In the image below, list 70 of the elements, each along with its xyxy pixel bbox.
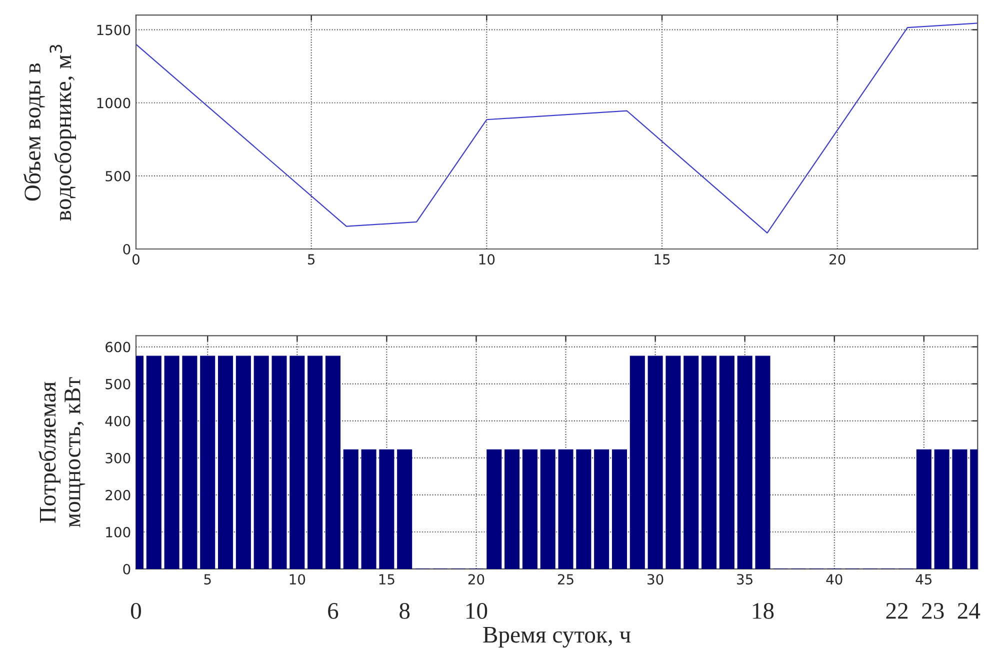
- x-tick-label: 20: [468, 574, 484, 585]
- y-axis-title: Потребляемая мощность, кВт: [38, 377, 86, 528]
- bar: [504, 449, 520, 569]
- bar: [558, 449, 574, 569]
- bar: [702, 356, 717, 569]
- bar: [952, 449, 968, 569]
- y-tick-label: 500: [106, 378, 130, 390]
- annotation: 8: [400, 602, 410, 619]
- x-tick-label: 5: [308, 254, 315, 265]
- y-tick-label: 1000: [97, 98, 130, 108]
- y-tick-label: 600: [106, 342, 130, 352]
- x-tick-label: 35: [737, 574, 752, 585]
- bar: [361, 449, 376, 569]
- bar: [755, 356, 770, 569]
- y-tick-label: 500: [106, 170, 130, 182]
- bar: [486, 449, 502, 569]
- bar: [934, 449, 950, 569]
- bar: [379, 449, 394, 569]
- bar: [236, 356, 251, 569]
- bar: [666, 356, 681, 569]
- bar: [522, 449, 538, 569]
- bar: [737, 356, 752, 569]
- x-tick-label: 0: [132, 254, 140, 265]
- bar: [200, 356, 216, 569]
- x-axis-title: Время суток, ч: [483, 627, 631, 648]
- bar: [612, 449, 627, 569]
- bar: [272, 356, 287, 569]
- bar: [325, 356, 340, 569]
- bar: [719, 356, 734, 569]
- annotation: 6: [328, 603, 338, 619]
- bar: [343, 449, 358, 569]
- bar: [576, 449, 592, 569]
- x-tick-label: 45: [916, 574, 932, 585]
- y-tick-label: 300: [106, 452, 130, 464]
- x-tick-label: 10: [479, 254, 495, 265]
- y-tick-label: 400: [105, 416, 130, 426]
- y-tick-label: 1500: [97, 24, 130, 36]
- y-tick-label: 200: [106, 490, 130, 500]
- x-tick-label: 25: [558, 574, 574, 585]
- x-tick-label: 15: [654, 254, 670, 265]
- bar: [397, 449, 412, 569]
- annotation: 24: [958, 603, 980, 619]
- y-axis-title: Объем воды в водосборнике, м$^{3}$: [23, 44, 76, 221]
- x-tick-label: 10: [290, 574, 306, 585]
- annotation: 23: [922, 603, 944, 619]
- bar: [630, 356, 645, 569]
- x-tick-label: 20: [830, 254, 846, 265]
- line-series: [136, 22, 978, 234]
- x-tick-label: 5: [204, 574, 211, 585]
- bar: [182, 356, 198, 569]
- bar: [684, 356, 699, 569]
- bar: [290, 356, 305, 569]
- x-tick-label: 15: [379, 574, 394, 585]
- annotation: 22: [886, 603, 908, 619]
- bar: [916, 449, 932, 569]
- y-tick-label: 0: [123, 564, 130, 574]
- y-tick-label: 0: [123, 244, 130, 254]
- bar: [164, 356, 180, 569]
- y-tick-label: 100: [106, 526, 130, 538]
- bar: [218, 356, 234, 569]
- bar: [540, 449, 556, 569]
- annotation: 18: [753, 602, 774, 619]
- bar: [594, 449, 610, 569]
- annotation: 10: [466, 602, 488, 619]
- x-tick-label: 30: [648, 574, 664, 585]
- bar: [254, 356, 269, 569]
- bar: [308, 356, 323, 569]
- x-tick-label: 40: [826, 574, 842, 585]
- bar: [648, 356, 663, 569]
- bar: [146, 356, 162, 569]
